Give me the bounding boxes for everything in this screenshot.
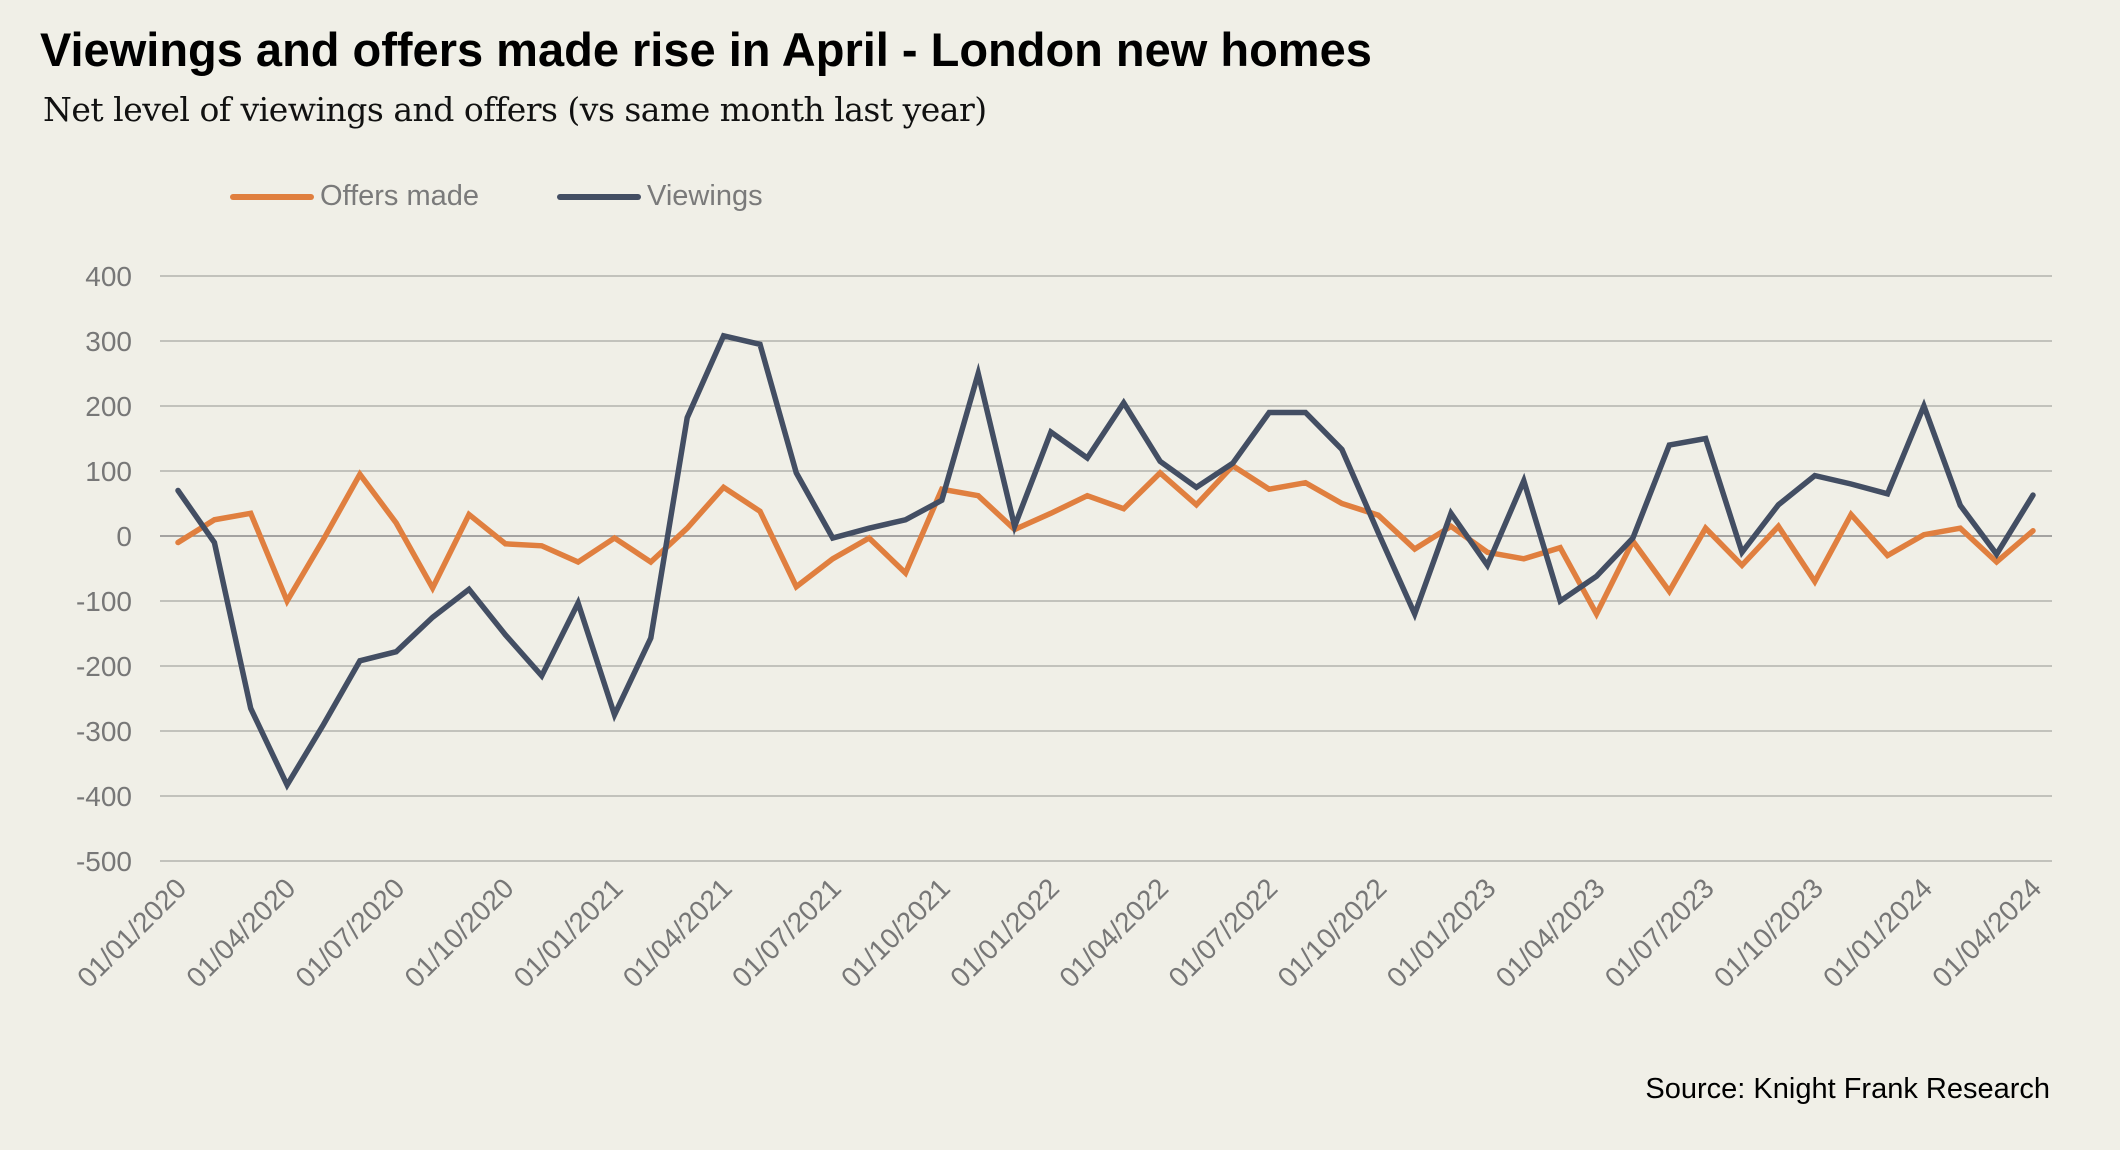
- y-tick-label: 200: [85, 391, 132, 422]
- y-axis-tick-labels: 400 300 200 100 0 -100 -200 -300 -400 -500: [76, 261, 132, 877]
- y-tick-label: -300: [76, 716, 132, 747]
- y-tick-label: 100: [85, 456, 132, 487]
- x-tick-label: 01/07/2022: [1162, 872, 1283, 993]
- legend-item-viewings: Viewings: [557, 180, 763, 213]
- y-tick-label: -500: [76, 846, 132, 877]
- x-tick-label: 01/10/2021: [835, 872, 956, 993]
- x-tick-label: 01/01/2024: [1817, 872, 1938, 993]
- x-tick-label: 01/04/2020: [180, 872, 301, 993]
- x-tick-label: 01/07/2023: [1599, 872, 1720, 993]
- x-tick-label: 01/07/2020: [289, 872, 410, 993]
- chart-subtitle: Net level of viewings and offers (vs sam…: [43, 90, 987, 129]
- source-note: Source: Knight Frank Research: [1645, 1073, 2050, 1105]
- chart-title: Viewings and offers made rise in April -…: [40, 23, 1372, 76]
- y-tick-label: -100: [76, 586, 132, 617]
- legend-swatch-viewings: [557, 193, 642, 200]
- series-line-offers-made: [175, 462, 2036, 620]
- y-tick-label: -400: [76, 781, 132, 812]
- x-tick-label: 01/01/2020: [71, 872, 192, 993]
- x-tick-label: 01/10/2020: [399, 872, 520, 993]
- x-tick-label: 01/07/2021: [726, 872, 847, 993]
- y-tick-label: -200: [76, 651, 132, 682]
- x-tick-label: 01/04/2021: [617, 872, 738, 993]
- x-tick-label: 01/04/2024: [1926, 872, 2047, 993]
- y-tick-label: 0: [116, 521, 132, 552]
- y-tick-label: 300: [85, 326, 132, 357]
- y-tick-label: 400: [85, 261, 132, 292]
- x-tick-label: 01/01/2021: [508, 872, 629, 993]
- x-tick-label: 01/01/2023: [1381, 872, 1502, 993]
- x-tick-label: 01/10/2022: [1272, 872, 1393, 993]
- x-tick-label: 01/04/2022: [1053, 872, 1174, 993]
- series-line-viewings: [175, 332, 2036, 791]
- x-tick-label: 01/10/2023: [1708, 872, 1829, 993]
- legend-label-offers: Offers made: [320, 180, 480, 212]
- legend: Offers made Viewings: [230, 180, 841, 213]
- legend-swatch-offers: [230, 193, 314, 200]
- legend-item-offers: Offers made: [230, 180, 479, 213]
- x-tick-label: 01/04/2023: [1490, 872, 1611, 993]
- series-lines: [175, 332, 2036, 791]
- x-axis-tick-labels: 01/01/202001/04/202001/07/202001/10/2020…: [71, 872, 2047, 993]
- legend-label-viewings: Viewings: [647, 180, 763, 212]
- x-tick-label: 01/01/2022: [944, 872, 1065, 993]
